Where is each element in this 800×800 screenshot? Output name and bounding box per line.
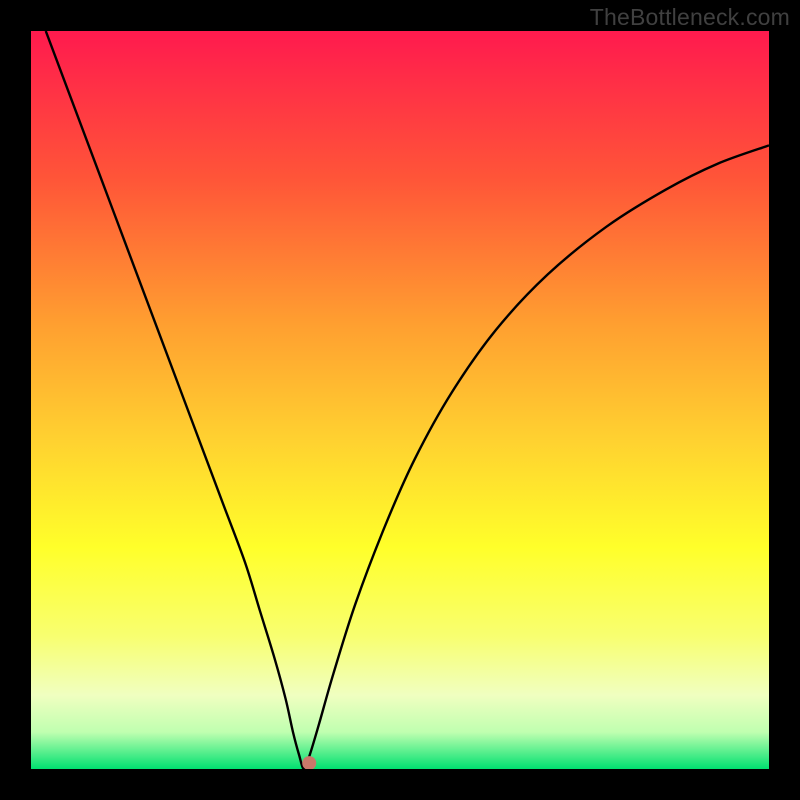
chart-container: { "watermark": "TheBottleneck.com", "cha… xyxy=(0,0,800,800)
bottleneck-chart xyxy=(0,0,800,800)
optimal-point-marker xyxy=(302,756,316,770)
gradient-background xyxy=(31,31,769,769)
watermark-text: TheBottleneck.com xyxy=(590,4,790,31)
